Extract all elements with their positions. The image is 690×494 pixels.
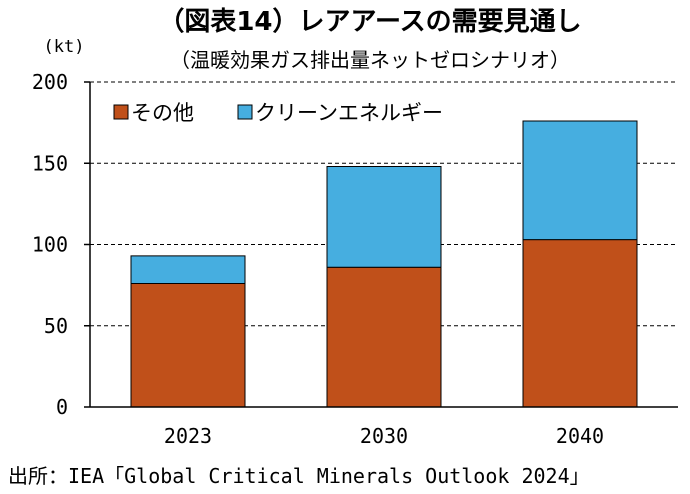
legend-label: クリーンエネルギー (255, 101, 443, 125)
bar-segment (130, 283, 246, 408)
y-tick-label: 0 (56, 395, 68, 419)
y-axis-unit-label: (kt) (44, 37, 85, 57)
bar-segment (130, 255, 246, 284)
y-tick-label: 200 (32, 70, 68, 94)
bar-segment (522, 239, 638, 408)
chart-title: （図表14）レアアースの需要見通し (158, 7, 581, 37)
y-tick-label: 150 (32, 151, 68, 175)
legend-label: その他 (131, 101, 194, 125)
bar-segment (522, 120, 638, 241)
axes (84, 81, 678, 408)
x-tick-label: 2040 (556, 424, 604, 448)
source-note: 出所：IEA「Global Critical Minerals Outlook … (8, 464, 590, 488)
y-tick-label: 100 (32, 233, 68, 257)
bar-segment (326, 266, 442, 408)
legend-swatch (237, 104, 253, 120)
chart-subtitle: （温暖効果ガス排出量ネットゼロシナリオ） (170, 48, 570, 72)
x-tick-label: 2023 (164, 424, 212, 448)
legend: その他 クリーンエネルギー (113, 101, 443, 125)
bar-segment (326, 166, 442, 268)
y-tick-label: 50 (44, 314, 68, 338)
x-tick-labels: 2023 2030 2040 (164, 424, 604, 448)
legend-swatch (113, 104, 129, 120)
x-tick-label: 2030 (360, 424, 408, 448)
bars (130, 120, 638, 408)
y-tick-labels: 0 50 100 150 200 (32, 70, 68, 419)
